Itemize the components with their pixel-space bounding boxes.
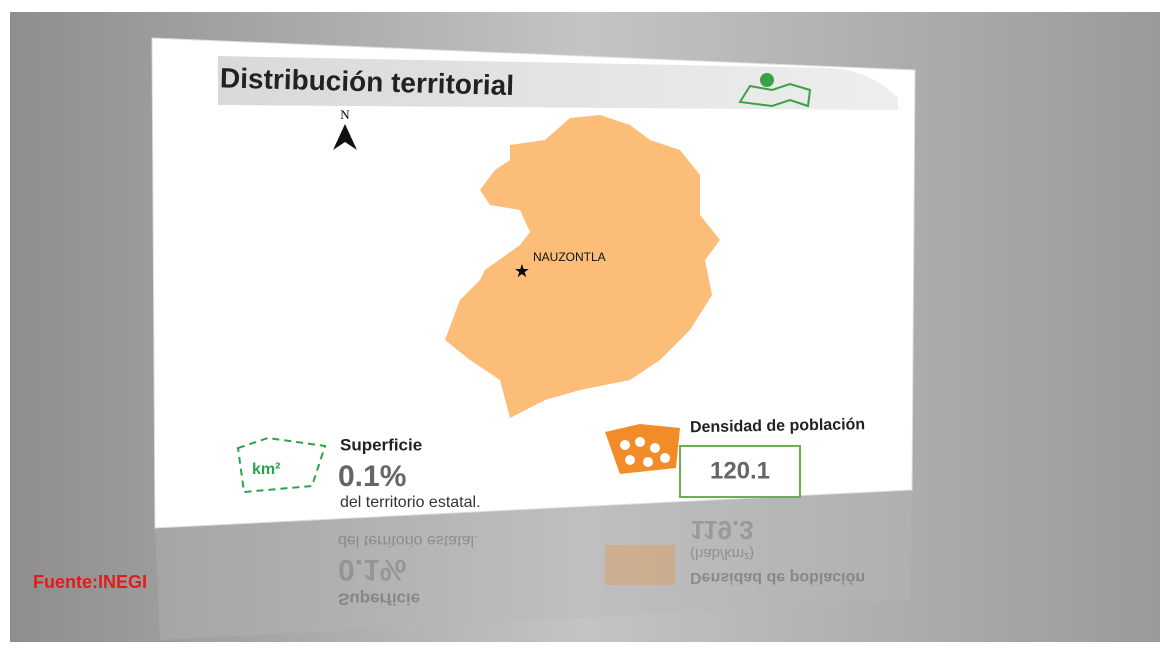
- km-icon: [236, 436, 327, 494]
- reflection-density-value: 119.3: [690, 515, 754, 545]
- reflection-icon: [605, 545, 675, 585]
- north-arrow: [333, 124, 357, 150]
- reflection-label: Superficie: [338, 590, 420, 609]
- reflection: del territorio estatal. 0.1% Superficie …: [338, 515, 865, 608]
- reflection-density-label: Densidad de población: [690, 569, 865, 586]
- reflection-value: 0.1%: [338, 553, 406, 586]
- capital-label: NAUZONTLA: [533, 250, 606, 264]
- title: Distribución territorial: [220, 62, 515, 101]
- superficie-caption: del territorio estatal.: [340, 494, 481, 511]
- density-box: [679, 445, 801, 498]
- density-value: 120.1: [710, 457, 770, 484]
- density-icon: [605, 424, 680, 474]
- card-reflection: [155, 490, 912, 640]
- north-label: N: [340, 107, 350, 122]
- map-icon: [738, 73, 812, 108]
- superficie-label: Superficie: [340, 435, 422, 454]
- km-icon-label: km²: [252, 461, 280, 478]
- superficie-value: 0.1%: [338, 460, 406, 493]
- reflection-caption: del territorio estatal.: [338, 532, 479, 549]
- header-bar: [218, 56, 898, 110]
- reflection-density-unit: (hab/km²): [690, 545, 754, 562]
- municipality-map: [445, 115, 720, 418]
- source: Fuente:INEGI: [33, 572, 147, 592]
- capital-star: ★: [514, 261, 530, 281]
- density-label: Densidad de población: [690, 416, 865, 436]
